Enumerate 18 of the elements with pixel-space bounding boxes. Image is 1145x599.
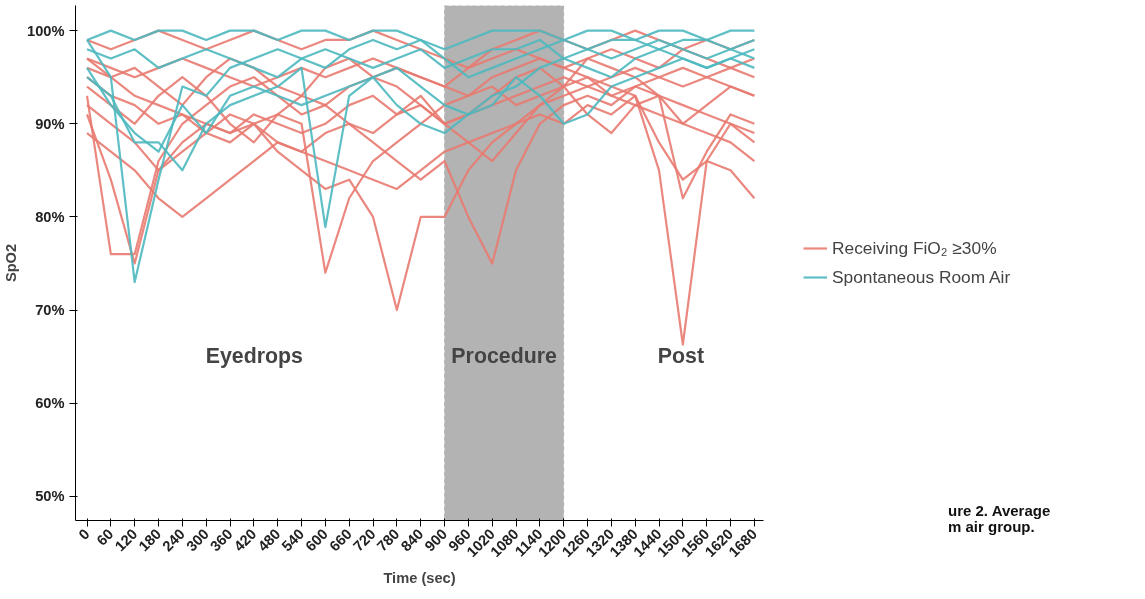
y-tick-label: 100%	[27, 22, 65, 39]
x-tick-label: 60	[93, 525, 117, 549]
y-tick-label: 70%	[35, 302, 65, 319]
y-tick-label: 80%	[35, 208, 65, 225]
y-tick-label: 50%	[35, 488, 65, 505]
x-axis-title: Time (sec)	[383, 569, 456, 586]
annotation: Eyedrops	[205, 343, 303, 368]
x-tick-label: 360	[207, 525, 236, 555]
x-tick-label: 0	[75, 525, 93, 543]
legend-label: Spontaneous Room Air	[832, 266, 1011, 288]
legend-label: Receiving FiO₂ ≥30%	[832, 237, 997, 259]
y-tick-label: 60%	[35, 395, 65, 412]
text: ure 2. Average	[948, 502, 1051, 519]
annotation: Post	[657, 343, 705, 368]
y-axis-title: SpO2	[3, 243, 20, 283]
band-label: Procedure	[451, 343, 557, 368]
y-tick-label: 90%	[35, 115, 65, 132]
text: m air group.	[948, 518, 1035, 535]
